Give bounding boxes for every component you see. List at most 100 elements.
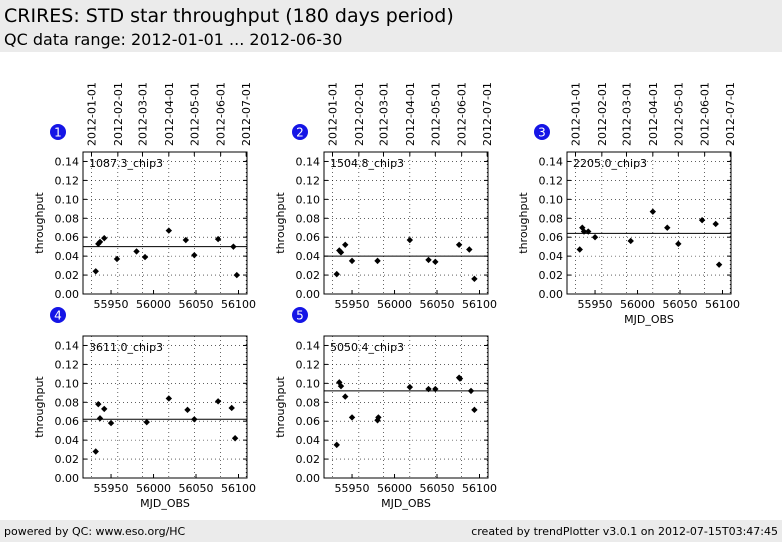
chart5-point <box>333 441 340 449</box>
chart1-ytick-label: 0.12 <box>55 174 80 187</box>
chart2-date-label: 2012-06-01 <box>456 82 469 146</box>
chart3-xtick-label: 55950 <box>578 298 613 311</box>
chart1-xtick-label: 56100 <box>221 298 256 311</box>
chart1-point <box>182 236 190 244</box>
page-subtitle: QC data range: 2012-01-01 ... 2012-06-30 <box>4 30 343 49</box>
chart1-ytick-label: 0.00 <box>55 288 80 301</box>
chart5-xlabel: MJD_OBS <box>381 497 431 510</box>
chart5-point <box>406 383 414 391</box>
chart1-date-label: 2012-03-01 <box>136 82 149 146</box>
chart2-point <box>466 246 473 253</box>
chart4-point <box>92 448 99 455</box>
chart5-badge <box>292 307 308 323</box>
chart3-date-label: 2012-03-01 <box>620 82 633 146</box>
chart3-point <box>580 228 588 235</box>
chart1-point <box>191 251 198 259</box>
chart4-point <box>214 398 222 405</box>
chart3-ylabel: throughput <box>517 192 530 254</box>
chart4-xtick-label: 56050 <box>179 482 214 495</box>
chart5-point <box>348 414 356 421</box>
chart5-badge-number: 5 <box>296 309 304 323</box>
chart3-ytick-label: 0.02 <box>539 269 564 282</box>
chart1-date-label: 2012-05-01 <box>188 82 201 146</box>
chart3-point <box>698 216 706 224</box>
chart3-point <box>585 228 592 235</box>
chart4-point <box>191 416 198 423</box>
chart2-date-label: 2012-01-01 <box>326 82 339 146</box>
chart2-ytick-label: 0.14 <box>296 155 321 168</box>
chart4-ytick-label: 0.06 <box>55 415 80 428</box>
chart2-ytick-label: 0.00 <box>296 288 321 301</box>
chart1-point <box>233 271 241 279</box>
chart2-date-label: 2012-07-01 <box>481 82 494 146</box>
chart5-point <box>471 406 478 414</box>
chart2-series-label: 1504.8_chip3 <box>330 157 404 170</box>
chart5-xtick-label: 56100 <box>462 482 497 495</box>
chart3-xtick-label: 56100 <box>705 298 740 311</box>
chart1-ytick-label: 0.10 <box>55 193 80 206</box>
chart2-date-label: 2012-02-01 <box>353 82 366 146</box>
footer-powered-by: powered by QC: www.eso.org/HC <box>4 525 186 538</box>
chart4-xtick-label: 56100 <box>221 482 256 495</box>
chart4-series-label: 3611.0_chip3 <box>89 341 163 354</box>
chart2-ytick-label: 0.06 <box>296 231 321 244</box>
chart3-date-label: 2012-07-01 <box>724 82 737 146</box>
chart4-xtick-label: 56000 <box>136 482 171 495</box>
chart1-point <box>92 268 99 275</box>
chart4-point <box>107 419 115 427</box>
chart3-point <box>576 246 583 253</box>
chart5-point <box>456 375 464 382</box>
chart4-frame <box>82 335 248 479</box>
chart2-frame <box>323 151 489 295</box>
chart2-xtick-label: 56100 <box>462 298 497 311</box>
chart5-ytick-label: 0.08 <box>296 396 321 409</box>
chart4-point <box>184 406 191 414</box>
report-header: CRIRES: STD star throughput (180 days pe… <box>0 0 782 52</box>
chart4-point <box>101 405 108 413</box>
chart2-point <box>471 275 478 283</box>
chart2-badge <box>292 124 308 140</box>
chart1-ylabel: throughput <box>33 192 46 254</box>
chart1-point <box>113 255 121 263</box>
chart4-xlabel: MJD_OBS <box>140 497 190 510</box>
chart5-ytick-label: 0.06 <box>296 415 321 428</box>
chart2-point <box>342 241 349 248</box>
chart2-xtick-label: 56000 <box>377 298 412 311</box>
chart5-panel: 0.00 0.02 0.04 0.06 0.08 0.10 0.12 0.14 55950 560… <box>274 307 497 510</box>
chart3-frame <box>566 151 732 295</box>
chart3-date-label: 2012-04-01 <box>647 82 660 146</box>
chart4-badge-number: 4 <box>54 309 62 323</box>
chart3-series-label: 2205.0_chip3 <box>573 157 647 170</box>
chart5-ylabel: throughput <box>274 376 287 438</box>
chart3-ytick-label: 0.04 <box>539 250 564 263</box>
chart1-ytick-label: 0.14 <box>55 155 80 168</box>
chart3-ytick-label: 0.14 <box>539 155 564 168</box>
chart3-badge <box>534 124 550 140</box>
chart2-ylabel: throughput <box>274 192 287 254</box>
chart1-series-label: 1087.3_chip3 <box>89 157 163 170</box>
chart1-point <box>101 234 108 242</box>
chart5-ytick-label: 0.10 <box>296 377 321 390</box>
chart5-ytick-label: 0.12 <box>296 358 321 371</box>
chart4-panel: 0.00 0.02 0.04 0.06 0.08 0.10 0.12 0.14 55950 560… <box>33 307 256 510</box>
chart4-ytick-label: 0.10 <box>55 377 80 390</box>
chart3-point <box>579 224 586 231</box>
chart2-panel: 0.00 0.02 0.04 0.06 0.08 0.10 0.12 0.14 55950 560… <box>274 82 497 311</box>
chart1-point <box>96 238 104 246</box>
chart1-date-label: 2012-01-01 <box>85 82 98 146</box>
chart4-ytick-label: 0.14 <box>55 339 80 352</box>
chart3-xtick-label: 56050 <box>663 298 698 311</box>
chart4-ytick-label: 0.08 <box>55 396 80 409</box>
chart4-ytick-label: 0.02 <box>55 453 80 466</box>
chart1-point <box>141 253 149 261</box>
chart1-date-label: 2012-04-01 <box>163 82 176 146</box>
chart3-ytick-label: 0.00 <box>539 288 564 301</box>
chart1-point <box>230 243 237 250</box>
chart4-ytick-label: 0.12 <box>55 358 80 371</box>
chart1-point <box>133 248 140 255</box>
chart1-xtick-label: 55950 <box>94 298 129 311</box>
chart3-point <box>591 234 599 241</box>
chart5-series-label: 5050.4_chip3 <box>330 341 404 354</box>
chart1-xtick-label: 56050 <box>179 298 214 311</box>
